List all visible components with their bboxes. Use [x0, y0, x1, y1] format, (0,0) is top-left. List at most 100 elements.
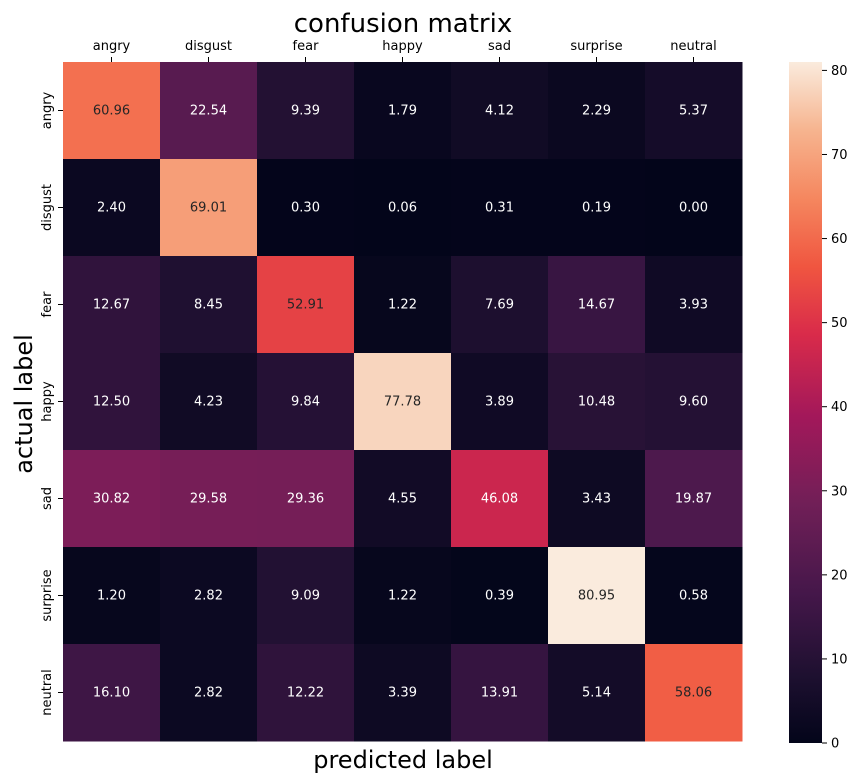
- heatmap-cell-neutral-fear: [257, 644, 355, 742]
- heatmap-cell-happy-fear: [257, 353, 355, 451]
- x-tick-labels: angry disgust fear happy sad surprise neutral: [93, 39, 717, 62]
- y-tick-label-fear: fear: [40, 291, 55, 318]
- y-tick-label-neutral: neutral: [40, 669, 55, 716]
- x-tick-label-angry: angry: [93, 39, 131, 54]
- cell-value-happy-surprise: 10.48: [578, 395, 615, 410]
- cell-value-neutral-happy: 3.39: [388, 686, 417, 701]
- cell-value-sad-angry: 30.82: [93, 492, 130, 507]
- cell-value-sad-sad: 46.08: [481, 492, 518, 507]
- heatmap-cell-neutral-surprise: [548, 644, 646, 742]
- heatmap-cell-neutral-sad: [451, 644, 549, 742]
- heatmap-cell-happy-sad: [451, 353, 549, 451]
- y-tick-labels: angry disgust fear happy sad surprise neutral: [40, 91, 63, 716]
- heatmap-cell-fear-angry: [63, 256, 161, 354]
- heatmap-cell-sad-neutral: [645, 450, 743, 548]
- cell-value-happy-neutral: 9.60: [679, 395, 708, 410]
- heatmap-cell-surprise-disgust: [160, 547, 258, 645]
- y-tick-label-surprise: surprise: [40, 569, 55, 621]
- cell-value-happy-happy: 77.78: [384, 395, 421, 410]
- cell-value-sad-happy: 4.55: [388, 492, 417, 507]
- heatmap-cell-labels: 60.96 22.54 9.39 1.79 4.12 2.29 5.37 2.40 69.01 0…: [93, 104, 712, 701]
- colorbar-tick-label-60: 60: [831, 232, 848, 247]
- cell-value-happy-angry: 12.50: [93, 395, 130, 410]
- cell-value-neutral-neutral: 58.06: [675, 686, 712, 701]
- heatmap-cell-sad-disgust: [160, 450, 258, 548]
- cell-value-neutral-angry: 16.10: [93, 686, 130, 701]
- x-tick-label-surprise: surprise: [570, 39, 622, 54]
- cell-value-neutral-surprise: 5.14: [582, 686, 611, 701]
- heatmap-cell-disgust-disgust: [160, 159, 258, 257]
- heatmap-cell-angry-happy: [354, 62, 452, 160]
- cell-value-disgust-disgust: 69.01: [190, 201, 227, 216]
- heatmap-cell-sad-surprise: [548, 450, 646, 548]
- heatmap-cell-surprise-angry: [63, 547, 161, 645]
- cell-value-fear-happy: 1.22: [388, 298, 417, 313]
- cell-value-disgust-angry: 2.40: [97, 201, 126, 216]
- cell-value-angry-angry: 60.96: [93, 104, 130, 119]
- y-tick-label-happy: happy: [40, 381, 55, 422]
- cell-value-angry-happy: 1.79: [388, 104, 417, 119]
- heatmap-cell-surprise-surprise: [548, 547, 646, 645]
- heatmap-cell-surprise-sad: [451, 547, 549, 645]
- cell-value-fear-surprise: 14.67: [578, 298, 615, 313]
- colorbar-tick-label-40: 40: [831, 400, 848, 415]
- heatmap-cell-fear-happy: [354, 256, 452, 354]
- y-tick-label-sad: sad: [40, 487, 55, 510]
- colorbar-tick-label-80: 80: [831, 64, 848, 79]
- chart-title: confusion matrix: [294, 9, 513, 39]
- heatmap-cells: [63, 62, 743, 742]
- x-tick-label-neutral: neutral: [670, 39, 717, 54]
- cell-value-sad-surprise: 3.43: [582, 492, 611, 507]
- cell-value-angry-surprise: 2.29: [582, 104, 611, 119]
- heatmap-cell-sad-happy: [354, 450, 452, 548]
- heatmap-cell-sad-sad: [451, 450, 549, 548]
- colorbar-tick-label-50: 50: [831, 316, 848, 331]
- heatmap-cell-angry-angry: [63, 62, 161, 160]
- x-tick-label-sad: sad: [488, 39, 511, 54]
- heatmap-cell-disgust-neutral: [645, 159, 743, 257]
- cell-value-disgust-neutral: 0.00: [679, 201, 708, 216]
- heatmap-cell-happy-angry: [63, 353, 161, 451]
- colorbar-tick-label-70: 70: [831, 148, 848, 163]
- cell-value-fear-angry: 12.67: [93, 298, 130, 313]
- cell-value-happy-fear: 9.84: [291, 395, 320, 410]
- cell-value-fear-neutral: 3.93: [679, 298, 708, 313]
- heatmap-cell-happy-surprise: [548, 353, 646, 451]
- cell-value-happy-disgust: 4.23: [194, 395, 223, 410]
- cell-value-sad-neutral: 19.87: [675, 492, 712, 507]
- cell-value-surprise-neutral: 0.58: [679, 589, 708, 604]
- cell-value-disgust-sad: 0.31: [485, 201, 514, 216]
- colorbar-tick-label-0: 0: [831, 737, 839, 752]
- cell-value-fear-sad: 7.69: [485, 298, 514, 313]
- heatmap-cell-fear-disgust: [160, 256, 258, 354]
- x-tick-label-fear: fear: [293, 39, 320, 54]
- heatmap-cell-angry-neutral: [645, 62, 743, 160]
- x-tick-label-disgust: disgust: [185, 39, 232, 54]
- heatmap-cell-sad-fear: [257, 450, 355, 548]
- y-tick-label-angry: angry: [40, 91, 55, 129]
- cell-value-surprise-happy: 1.22: [388, 589, 417, 604]
- heatmap-cell-surprise-happy: [354, 547, 452, 645]
- heatmap-cell-fear-sad: [451, 256, 549, 354]
- heatmap-cell-angry-disgust: [160, 62, 258, 160]
- y-tick-label-disgust: disgust: [40, 184, 55, 231]
- cell-value-fear-fear: 52.91: [287, 298, 324, 313]
- cell-value-disgust-surprise: 0.19: [582, 201, 611, 216]
- heatmap-cell-neutral-neutral: [645, 644, 743, 742]
- cell-value-angry-fear: 9.39: [291, 104, 320, 119]
- cell-value-fear-disgust: 8.45: [194, 298, 223, 313]
- cell-value-surprise-angry: 1.20: [97, 589, 126, 604]
- cell-value-angry-neutral: 5.37: [679, 104, 708, 119]
- colorbar: 0 10 20 30 40 50 60 70 80: [789, 62, 848, 752]
- cell-value-disgust-fear: 0.30: [291, 201, 320, 216]
- colorbar-tick-label-10: 10: [831, 652, 848, 667]
- heatmap-cell-angry-sad: [451, 62, 549, 160]
- heatmap-cell-angry-fear: [257, 62, 355, 160]
- heatmap-cell-fear-surprise: [548, 256, 646, 354]
- heatmap-cell-happy-neutral: [645, 353, 743, 451]
- cell-value-neutral-fear: 12.22: [287, 686, 324, 701]
- cell-value-angry-sad: 4.12: [485, 104, 514, 119]
- heatmap-cell-sad-angry: [63, 450, 161, 548]
- x-axis-label: predicted label: [313, 746, 493, 774]
